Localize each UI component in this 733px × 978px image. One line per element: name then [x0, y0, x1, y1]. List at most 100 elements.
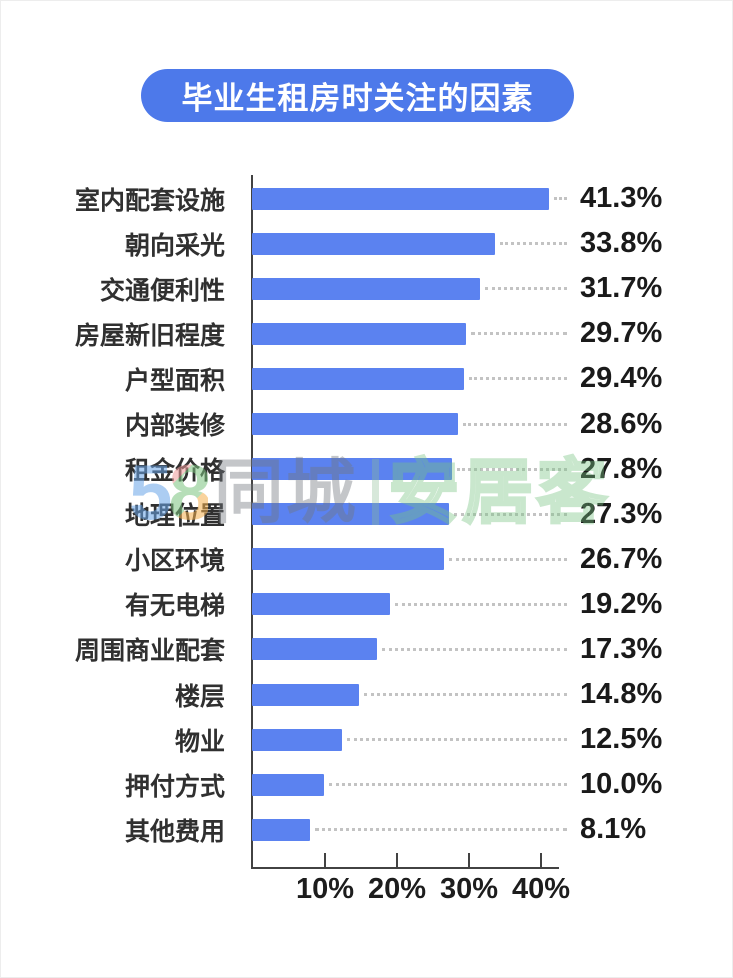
bar-row: 小区环境 26.7%	[1, 537, 732, 582]
bar-track	[252, 728, 570, 751]
bar-track	[252, 818, 570, 841]
leader-dots	[457, 467, 567, 471]
bar-row: 租金价格 27.8%	[1, 447, 732, 492]
bar	[252, 503, 449, 526]
bar	[252, 683, 359, 706]
category-label: 小区环境	[124, 547, 225, 576]
x-tick-label: 30%	[439, 873, 499, 905]
category-label: 押付方式	[124, 772, 225, 801]
leader-dots	[329, 783, 567, 787]
bar	[252, 367, 464, 390]
category-label: 地理位置	[124, 502, 225, 531]
bar-track	[252, 773, 570, 796]
bar-track	[252, 277, 570, 300]
value-label: 29.7%	[580, 317, 663, 350]
leader-dots	[395, 602, 567, 606]
value-label: 27.8%	[580, 452, 663, 485]
bar-track	[252, 187, 570, 210]
bar	[252, 728, 342, 751]
bar	[252, 187, 549, 210]
bar	[252, 818, 310, 841]
bar-chart: 室内配套设施 41.3% 朝向采光 33.8% 交通便利性 31.7% 房屋新旧…	[1, 176, 732, 852]
bar	[252, 413, 458, 436]
leader-dots	[500, 242, 567, 246]
bar-row: 有无电梯 19.2%	[1, 582, 732, 627]
bar-row: 地理位置 27.3%	[1, 492, 732, 537]
value-label: 33.8%	[580, 227, 663, 260]
value-label: 19.2%	[580, 587, 663, 620]
x-tick-label: 10%	[295, 873, 355, 905]
bar-row: 周围商业配套 17.3%	[1, 627, 732, 672]
bar	[252, 232, 495, 255]
bar-track	[252, 548, 570, 571]
bar-track	[252, 367, 570, 390]
x-tick-label: 40%	[511, 873, 571, 905]
leader-dots	[485, 287, 567, 291]
leader-dots	[382, 647, 567, 651]
x-tick	[396, 853, 398, 867]
value-label: 27.3%	[580, 497, 663, 530]
x-tick	[540, 853, 542, 867]
bar-row: 押付方式 10.0%	[1, 762, 732, 807]
bar-track	[252, 503, 570, 526]
category-label: 交通便利性	[99, 276, 225, 305]
category-label: 物业	[174, 727, 225, 756]
value-label: 14.8%	[580, 678, 663, 711]
bar-track	[252, 638, 570, 661]
leader-dots	[364, 693, 567, 697]
category-label: 有无电梯	[124, 592, 225, 621]
bar-track	[252, 232, 570, 255]
leader-dots	[463, 422, 567, 426]
category-label: 周围商业配套	[74, 637, 225, 666]
category-label: 户型面积	[124, 366, 225, 395]
bar-row: 其他费用 8.1%	[1, 807, 732, 852]
bar-track	[252, 593, 570, 616]
bar	[252, 548, 444, 571]
category-label: 楼层	[174, 682, 225, 711]
category-label: 租金价格	[124, 457, 225, 486]
value-label: 41.3%	[580, 182, 663, 215]
value-label: 8.1%	[580, 813, 647, 846]
bar-row: 交通便利性 31.7%	[1, 266, 732, 311]
leader-dots	[315, 828, 567, 832]
value-label: 29.4%	[580, 362, 663, 395]
leader-dots	[454, 512, 567, 516]
bar-track	[252, 683, 570, 706]
bar	[252, 773, 324, 796]
leader-dots	[471, 332, 567, 336]
bar-row: 物业 12.5%	[1, 717, 732, 762]
chart-title: 毕业生租房时关注的因素	[181, 81, 534, 116]
value-label: 17.3%	[580, 632, 663, 665]
bar-track	[252, 458, 570, 481]
x-tick	[324, 853, 326, 867]
bar-track	[252, 322, 570, 345]
bar-row: 室内配套设施 41.3%	[1, 176, 732, 221]
leader-dots	[554, 197, 567, 201]
bar-row: 房屋新旧程度 29.7%	[1, 311, 732, 356]
leader-dots	[347, 738, 567, 742]
category-label: 房屋新旧程度	[74, 321, 225, 350]
bar	[252, 322, 466, 345]
bar	[252, 458, 452, 481]
value-label: 31.7%	[580, 272, 663, 305]
value-label: 28.6%	[580, 407, 663, 440]
value-label: 12.5%	[580, 723, 663, 756]
leader-dots	[469, 377, 567, 381]
bar	[252, 638, 377, 661]
category-label: 内部装修	[124, 412, 225, 441]
category-label: 其他费用	[124, 817, 225, 846]
category-label: 室内配套设施	[74, 186, 225, 215]
bar-row: 内部装修 28.6%	[1, 401, 732, 446]
value-label: 26.7%	[580, 542, 663, 575]
bar-row: 楼层 14.8%	[1, 672, 732, 717]
bar-row: 户型面积 29.4%	[1, 356, 732, 401]
chart-title-pill: 毕业生租房时关注的因素	[141, 69, 574, 122]
bar-row: 朝向采光 33.8%	[1, 221, 732, 266]
x-axis-line	[251, 867, 559, 869]
x-tick-label: 20%	[367, 873, 427, 905]
leader-dots	[449, 557, 567, 561]
x-tick	[468, 853, 470, 867]
bar-track	[252, 413, 570, 436]
value-label: 10.0%	[580, 768, 663, 801]
